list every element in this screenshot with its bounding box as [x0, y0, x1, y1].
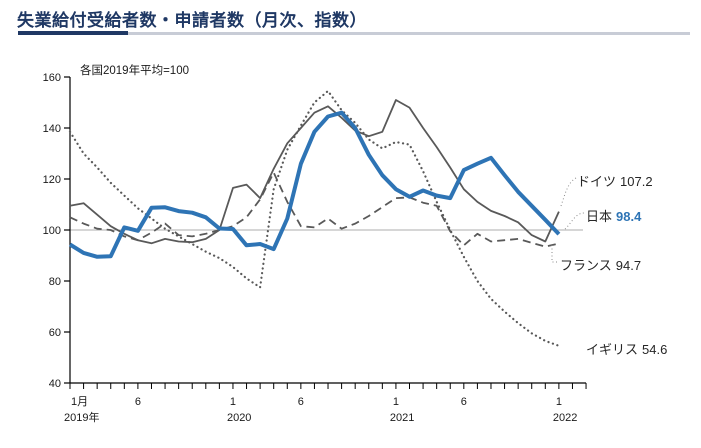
series-label-germany-value: 107.2 [620, 174, 653, 189]
series-label-germany: ドイツ 107.2 [577, 171, 653, 190]
y-tick-label-100: 100 [43, 225, 61, 237]
page-title: 失業給付受給者数・申請者数（月次、指数） [17, 11, 367, 30]
title-underline-accent [18, 31, 128, 35]
series-label-uk-name: イギリス [586, 342, 639, 357]
series-label-france-name: フランス [560, 258, 612, 273]
series-label-uk: イギリス 54.6 [586, 339, 667, 358]
series-label-japan: 日本 98.4 [586, 206, 641, 225]
series-label-japan-name: 日本 [586, 209, 613, 224]
series-line-japan [68, 110, 561, 259]
y-tick-label-120: 120 [43, 174, 61, 186]
x-year-label-2019年: 2019年 [64, 410, 99, 424]
axis-note: 各国2019年平均=100 [80, 65, 189, 77]
series-label-france-value: 94.7 [615, 258, 642, 273]
series-label-uk-value: 54.6 [642, 342, 668, 357]
x-month-label-6: 6 [298, 396, 304, 408]
y-tick-label-160: 160 [43, 72, 61, 84]
series-line-france [69, 171, 560, 248]
series-line-germany [69, 99, 560, 245]
x-month-label-1月: 1月 [71, 396, 88, 408]
leader-line-france [551, 245, 558, 263]
leader-line-japan [564, 212, 585, 230]
x-month-label-1: 1 [556, 396, 562, 408]
x-month-label-6: 6 [135, 396, 141, 408]
y-tick-label-60: 60 [49, 327, 61, 339]
x-month-label-1: 1 [230, 396, 236, 408]
series-line-uk [68, 89, 561, 347]
leader-line-germany [560, 177, 577, 207]
x-month-label-6: 6 [461, 396, 467, 408]
x-year-label-2021: 2021 [390, 412, 414, 424]
title-underline [128, 32, 690, 35]
y-tick-label-80: 80 [49, 276, 61, 288]
y-tick-label-40: 40 [49, 378, 61, 390]
y-tick-label-140: 140 [43, 123, 61, 135]
series-label-japan-value: 98.4 [616, 209, 642, 224]
series-label-france: フランス 94.7 [560, 255, 641, 274]
x-year-label-2022: 2022 [553, 412, 577, 424]
x-year-label-2020: 2020 [227, 412, 251, 424]
x-month-label-1: 1 [393, 396, 399, 408]
series-label-germany-name: ドイツ [577, 174, 617, 189]
